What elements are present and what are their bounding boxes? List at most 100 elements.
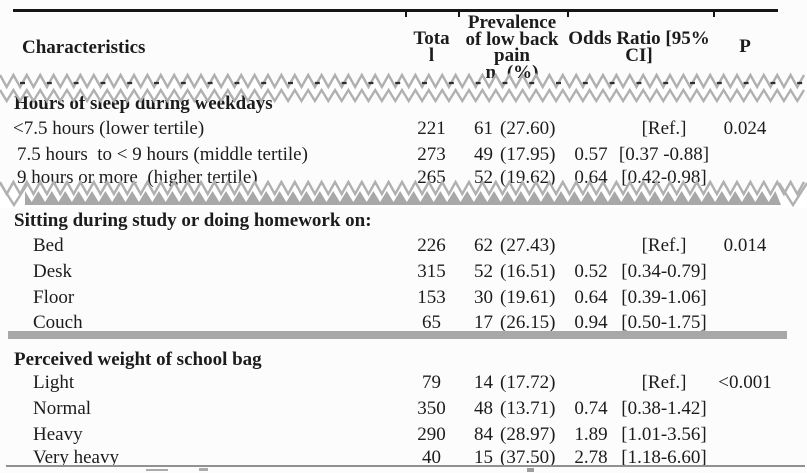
cell-total: 273: [417, 144, 446, 165]
table-row: Light 79 14 (17.72) [Ref.] <0.001: [8, 373, 778, 397]
table-row: Floor 153 30 (19.61) 0.64 [0.39-1.06]: [8, 288, 778, 312]
cell-ci: [1.18-6.60]: [621, 447, 707, 468]
cell-pct: (27.60): [500, 118, 556, 139]
column-tick: [458, 12, 460, 17]
cell-n: 52: [474, 167, 493, 188]
cell-odds-ratio: 0.64: [574, 167, 608, 188]
table-row: 7.5 hours to < 9 hours (middle tertile) …: [8, 145, 778, 169]
cutoff-fragment: [146, 469, 168, 471]
cell-ci: [0.39-1.06]: [621, 287, 707, 308]
table-row: Couch 65 17 (26.15) 0.94 [0.50-1.75]: [8, 313, 778, 337]
cell-p: <0.001: [718, 372, 772, 393]
row-label: 7.5 hours to < 9 hours (middle tertile): [17, 144, 308, 165]
row-label: Couch: [33, 312, 83, 333]
cell-p: [712, 448, 778, 472]
cell-n: 61: [474, 118, 493, 139]
cell-pct: (19.62): [500, 167, 556, 188]
cell-odds-ratio: 1.89: [574, 424, 608, 445]
cell-p: [712, 399, 778, 423]
cell-odds-ratio: 0.52: [574, 261, 608, 282]
cell-total: 315: [417, 261, 446, 282]
cell-p: 0.024: [723, 118, 767, 139]
cell-n: 52: [474, 261, 493, 282]
cell-total: 290: [417, 424, 446, 445]
header-prevalence-sub: n (%): [485, 61, 539, 83]
cell-n: 62: [474, 235, 493, 256]
table-row: Normal 350 48 (13.71) 0.74 [0.38-1.42]: [8, 399, 778, 423]
cell-ci: [0.50-1.75]: [621, 312, 707, 333]
cell-ci: [Ref.]: [641, 372, 687, 393]
cell-pct: (28.97): [500, 424, 556, 445]
cell-total: 265: [417, 167, 446, 188]
cell-odds-ratio: 0.64: [574, 287, 608, 308]
cell-n: 48: [474, 398, 493, 419]
page-break-zigzag-top: [0, 72, 807, 104]
cell-total: 65: [422, 312, 441, 333]
cell-pct: (26.15): [500, 312, 556, 333]
cell-ci: [Ref.]: [641, 235, 687, 256]
cell-pct: (16.51): [500, 261, 556, 282]
header-characteristics: Characteristics: [22, 37, 146, 58]
cell-pct: (37.50): [500, 447, 556, 468]
cell-n: 17: [474, 312, 493, 333]
cell-n: 14: [474, 372, 493, 393]
cell-ci: [0.38-1.42]: [621, 398, 707, 419]
row-label: Floor: [33, 287, 75, 308]
cell-odds-ratio: [566, 119, 616, 143]
cell-odds-ratio: 0.94: [574, 312, 608, 333]
header-prevalence: Prevalence of low back pain n (%): [458, 13, 566, 83]
column-tick: [405, 12, 407, 17]
cell-ci: [0.34-0.79]: [621, 261, 707, 282]
row-label: Heavy: [33, 424, 83, 445]
cell-total: 153: [417, 287, 446, 308]
cell-odds-ratio: 0.57: [574, 144, 608, 165]
column-tick: [713, 12, 715, 17]
header-p: P: [739, 36, 751, 57]
row-label: Very heavy: [33, 447, 119, 468]
cell-p: [712, 425, 778, 449]
cell-p: [712, 262, 778, 286]
cell-odds-ratio: 2.78: [574, 447, 608, 468]
cell-n: 30: [474, 287, 493, 308]
cell-ci: [0.37 -0.88]: [618, 144, 710, 165]
cell-odds-ratio: [566, 236, 616, 260]
section-title: Perceived weight of school bag: [14, 349, 262, 370]
cell-pct: (19.61): [500, 287, 556, 308]
cell-ci: [Ref.]: [641, 118, 687, 139]
row-label: <7.5 hours (lower tertile): [13, 118, 205, 139]
row-label: Normal: [33, 398, 92, 419]
cell-pct: (17.95): [500, 144, 556, 165]
cell-p: 0.014: [723, 235, 767, 256]
section-divider-bar: [8, 331, 787, 339]
cell-total: 79: [422, 372, 441, 393]
row-label: Light: [33, 372, 75, 393]
cutoff-fragment: [527, 468, 534, 472]
cell-total: 221: [417, 118, 446, 139]
cell-total: 226: [417, 235, 446, 256]
cell-n: 49: [474, 144, 493, 165]
cutoff-fragment: [199, 468, 208, 471]
header-row: Characteristics Tota l Prevalence of low…: [8, 12, 778, 81]
header-total: Tota l: [413, 28, 450, 66]
cell-ci: [1.01-3.56]: [621, 424, 707, 445]
table-bottom-border: [6, 465, 805, 467]
table-row: Desk 315 52 (16.51) 0.52 [0.34-0.79]: [8, 262, 778, 286]
cell-n: 15: [474, 447, 493, 468]
page-break-zigzag-middle: [0, 179, 807, 208]
table-row: <7.5 hours (lower tertile) 221 61 (27.60…: [8, 119, 778, 143]
cell-n: 84: [474, 424, 493, 445]
column-tick: [567, 12, 569, 17]
cell-odds-ratio: [566, 373, 616, 397]
cell-p: [712, 145, 778, 169]
section-title: Sitting during study or doing homework o…: [14, 210, 372, 231]
row-label: Bed: [33, 235, 64, 256]
cell-p: [712, 288, 778, 312]
row-label: Desk: [33, 261, 73, 282]
cell-pct: (27.43): [500, 235, 556, 256]
cell-total: 40: [422, 447, 441, 468]
cell-total: 350: [417, 398, 446, 419]
cell-odds-ratio: 0.74: [574, 398, 608, 419]
table-row: Heavy 290 84 (28.97) 1.89 [1.01-3.56]: [8, 425, 778, 449]
header-odds-ratio: Odds Ratio [95% CI]: [568, 28, 710, 66]
